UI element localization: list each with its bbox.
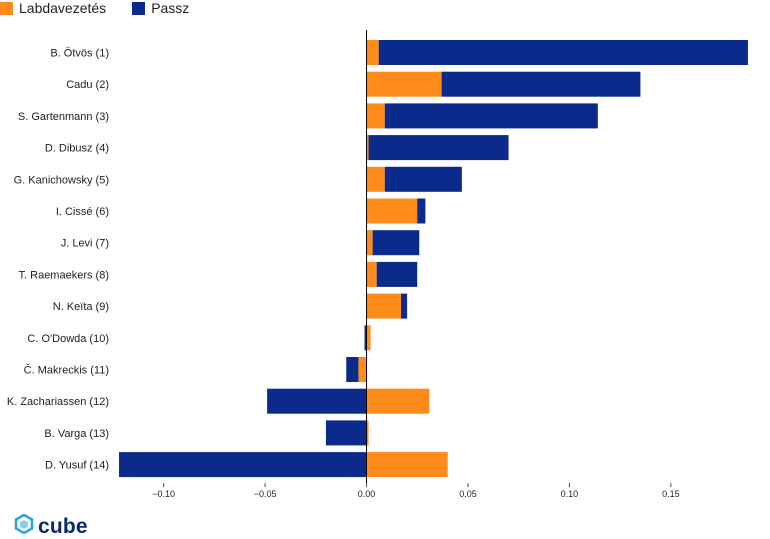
y-tick-label: N. Keïta (9) [53,301,109,313]
bar-chart: B. Ötvös (1) Cadu (2) S. Gartenmann (3) D. … [7,30,748,499]
bar-passz-7[interactable] [372,230,420,256]
y-tick-label: D. Dibusz (4) [45,143,109,155]
bar-passz-4[interactable] [368,135,509,161]
bar-labdavezetes-8[interactable] [366,261,377,287]
x-tick-label: 0.10 [561,489,579,499]
bar-labdavezetes-4[interactable] [366,135,369,161]
y-tick-label: Č. Makreckis (11) [24,364,109,377]
bar-labdavezetes-3[interactable] [366,103,385,129]
bar-labdavezetes-9[interactable] [366,293,402,319]
legend-item-labdavezetes[interactable]: Labdavezetés [0,0,106,16]
bar-passz-12[interactable] [267,388,367,414]
logo-text: cube [38,514,88,538]
y-tick-label: B. Varga (13) [44,428,109,440]
y-tick-label: D. Yusuf (14) [45,460,109,472]
bar-passz-13[interactable] [325,420,367,446]
chart-legend: Labdavezetés Passz [0,0,215,16]
bar-labdavezetes-6[interactable] [366,198,418,224]
bar-labdavezetes-7[interactable] [366,230,373,256]
cube-icon [14,513,34,539]
bar-passz-11[interactable] [346,357,359,382]
bar-labdavezetes-14[interactable] [366,452,448,478]
bar-labdavezetes-1[interactable] [366,40,379,65]
bar-labdavezetes-11[interactable] [358,357,367,382]
bar-passz-9[interactable] [401,293,408,319]
y-tick-label: Cadu (2) [66,79,109,91]
bar-labdavezetes-13[interactable] [366,420,369,446]
bar-labdavezetes-5[interactable] [366,166,385,192]
legend-label-passz: Passz [151,0,190,16]
y-tick-label: J. Levi (7) [61,238,109,250]
bar-passz-5[interactable] [384,166,462,192]
bar-passz-14[interactable] [119,452,367,478]
y-tick-label: C. O'Dowda (10) [27,333,109,345]
x-tick-label: −0.10 [152,489,175,499]
bar-passz-6[interactable] [417,198,426,224]
legend-label-labdavezetes: Labdavezetés [19,0,107,16]
bar-passz-8[interactable] [376,261,418,287]
y-tick-label: K. Zachariassen (12) [7,396,109,408]
legend-item-passz[interactable]: Passz [132,0,189,16]
bar-passz-2[interactable] [441,71,641,97]
y-tick-label: T. Raemaekers (8) [19,269,109,281]
x-tick-label: 0.15 [662,489,680,499]
bar-passz-3[interactable] [384,103,598,129]
x-tick-label: 0.00 [358,489,376,499]
bar-labdavezetes-2[interactable] [366,71,442,97]
y-tick-label: S. Gartenmann (3) [18,111,109,123]
legend-swatch-passz [132,1,146,15]
x-tick-label: −0.05 [254,489,277,499]
bar-labdavezetes-10[interactable] [366,325,371,351]
bar-passz-1[interactable] [378,40,748,65]
bar-labdavezetes-12[interactable] [366,388,430,414]
y-tick-label: G. Kanichowsky (5) [14,174,109,186]
bar-passz-10[interactable] [364,325,367,351]
y-tick-label: B. Ötvös (1) [50,48,109,60]
cube-logo: cube [14,513,88,539]
x-tick-label: 0.05 [459,489,477,499]
y-tick-label: I. Cissé (6) [56,206,109,218]
legend-swatch-labdavezetes [0,1,13,15]
